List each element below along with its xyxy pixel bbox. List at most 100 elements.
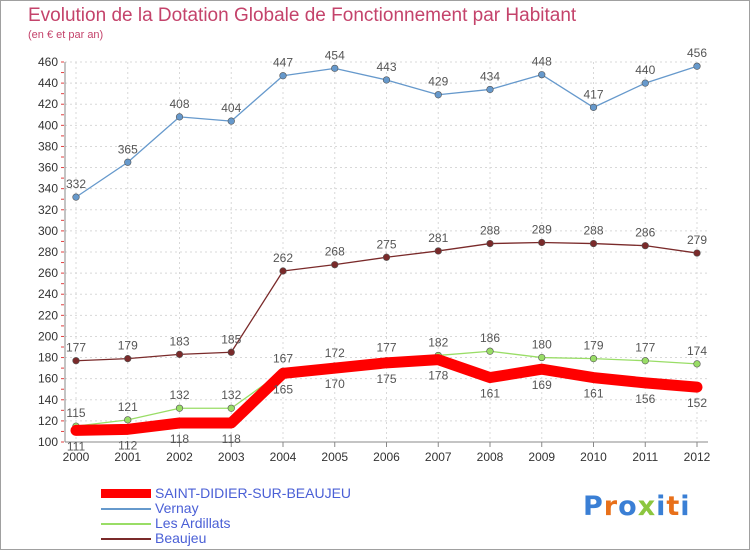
data-point [227, 117, 235, 125]
data-point [486, 239, 494, 248]
legend-swatch [101, 507, 151, 510]
legend-label: Les Ardillats [155, 515, 231, 531]
data-label: 121 [118, 400, 138, 414]
data-point [538, 353, 546, 362]
x-tick-label: 2006 [373, 450, 400, 464]
data-point [693, 62, 701, 70]
data-point [227, 348, 235, 356]
data-point [175, 418, 184, 428]
data-point [279, 267, 287, 275]
data-point [486, 347, 494, 355]
data-point [486, 85, 494, 94]
data-label: 172 [325, 346, 345, 360]
x-tick-label: 2002 [166, 450, 193, 464]
data-point [589, 103, 598, 111]
data-point [124, 158, 132, 166]
proxiti-logo: Proxiti [583, 491, 691, 522]
data-point [382, 358, 391, 368]
logo-letter: P [583, 491, 604, 522]
y-tick-label: 160 [38, 372, 58, 386]
x-tick-label: 2003 [218, 450, 245, 464]
data-point [72, 193, 80, 201]
y-tick-label: 440 [38, 76, 58, 90]
data-label: 288 [583, 224, 603, 238]
data-point [330, 363, 340, 373]
chart-title: Evolution de la Dotation Globale de Fonc… [28, 5, 577, 26]
data-label: 365 [118, 142, 138, 156]
logo-letter: t [666, 491, 681, 522]
data-label: 404 [221, 101, 241, 115]
y-tick-label: 300 [38, 224, 58, 238]
axes: 100 120 140 160 180 200 220 240 260 280 300 320 340 3… [38, 55, 711, 464]
data-label: 454 [325, 48, 345, 62]
data-label: 115 [66, 406, 85, 420]
x-tick-label: 2012 [684, 450, 711, 464]
data-point [124, 355, 132, 363]
data-label: 178 [428, 369, 448, 383]
data-label: 434 [480, 69, 500, 83]
y-tick-label: 260 [38, 266, 58, 280]
y-tick-label: 460 [38, 55, 58, 69]
logo-letter: x [637, 491, 657, 522]
data-label: 289 [532, 223, 552, 237]
data-label: 177 [66, 341, 86, 355]
data-label: 443 [376, 60, 396, 74]
legend: SAINT-DIDIER-SUR-BEAUJEU Vernay Les Ardill… [101, 486, 351, 546]
legend-item: SAINT-DIDIER-SUR-BEAUJEU [101, 486, 351, 501]
data-point [640, 378, 650, 388]
x-tick-label: 2010 [580, 450, 607, 464]
data-point [175, 350, 184, 358]
y-tick-label: 360 [38, 161, 58, 175]
data-label: 111 [67, 439, 86, 453]
data-labels: 332 365 408 404 447 454 443 429 434 448 417 440 456 1… [66, 46, 707, 453]
data-point [434, 247, 442, 255]
legend-swatch [101, 522, 151, 525]
data-label: 175 [376, 372, 396, 386]
data-point [279, 72, 287, 80]
data-point [382, 253, 391, 261]
data-label: 429 [428, 75, 448, 89]
data-point [693, 360, 701, 368]
legend-label: SAINT-DIDIER-SUR-BEAUJEU [155, 485, 352, 501]
legend-item: Vernay [101, 501, 351, 516]
y-tick-label: 120 [38, 414, 58, 428]
logo-letter: i [680, 491, 691, 522]
data-point [538, 238, 546, 247]
data-point [641, 357, 649, 365]
data-point [331, 261, 339, 269]
data-point [589, 239, 598, 248]
x-tick-label: 2007 [425, 450, 452, 464]
data-label: 179 [118, 339, 138, 353]
y-tick-label: 240 [38, 287, 58, 301]
chart-subtitle: (en € et par an) [28, 29, 104, 41]
data-point [278, 369, 288, 378]
data-point [692, 382, 702, 392]
data-point [72, 357, 80, 365]
logo-letter: r [603, 491, 619, 522]
data-label: 186 [480, 331, 500, 345]
data-point [123, 425, 133, 434]
y-tick-label: 340 [38, 182, 58, 196]
data-point [538, 71, 546, 79]
data-label: 161 [480, 387, 500, 401]
data-label: 167 [273, 351, 293, 365]
y-tick-label: 420 [38, 97, 58, 111]
data-point [433, 355, 443, 364]
data-label: 118 [222, 432, 241, 446]
data-label: 156 [635, 392, 655, 406]
data-label: 132 [221, 388, 241, 402]
y-tick-label: 280 [38, 245, 58, 259]
data-point [434, 91, 442, 99]
x-tick-label: 2005 [321, 450, 348, 464]
data-label: 185 [221, 332, 241, 346]
x-tick-label: 2008 [477, 450, 504, 464]
data-label: 182 [428, 335, 448, 349]
legend-item: Beaujeu [101, 531, 351, 546]
data-label: 456 [687, 46, 707, 60]
data-point [226, 418, 236, 428]
x-tick-label: 2009 [528, 450, 555, 464]
data-label: 180 [532, 338, 552, 352]
data-point [175, 113, 184, 121]
data-label: 132 [169, 388, 189, 402]
